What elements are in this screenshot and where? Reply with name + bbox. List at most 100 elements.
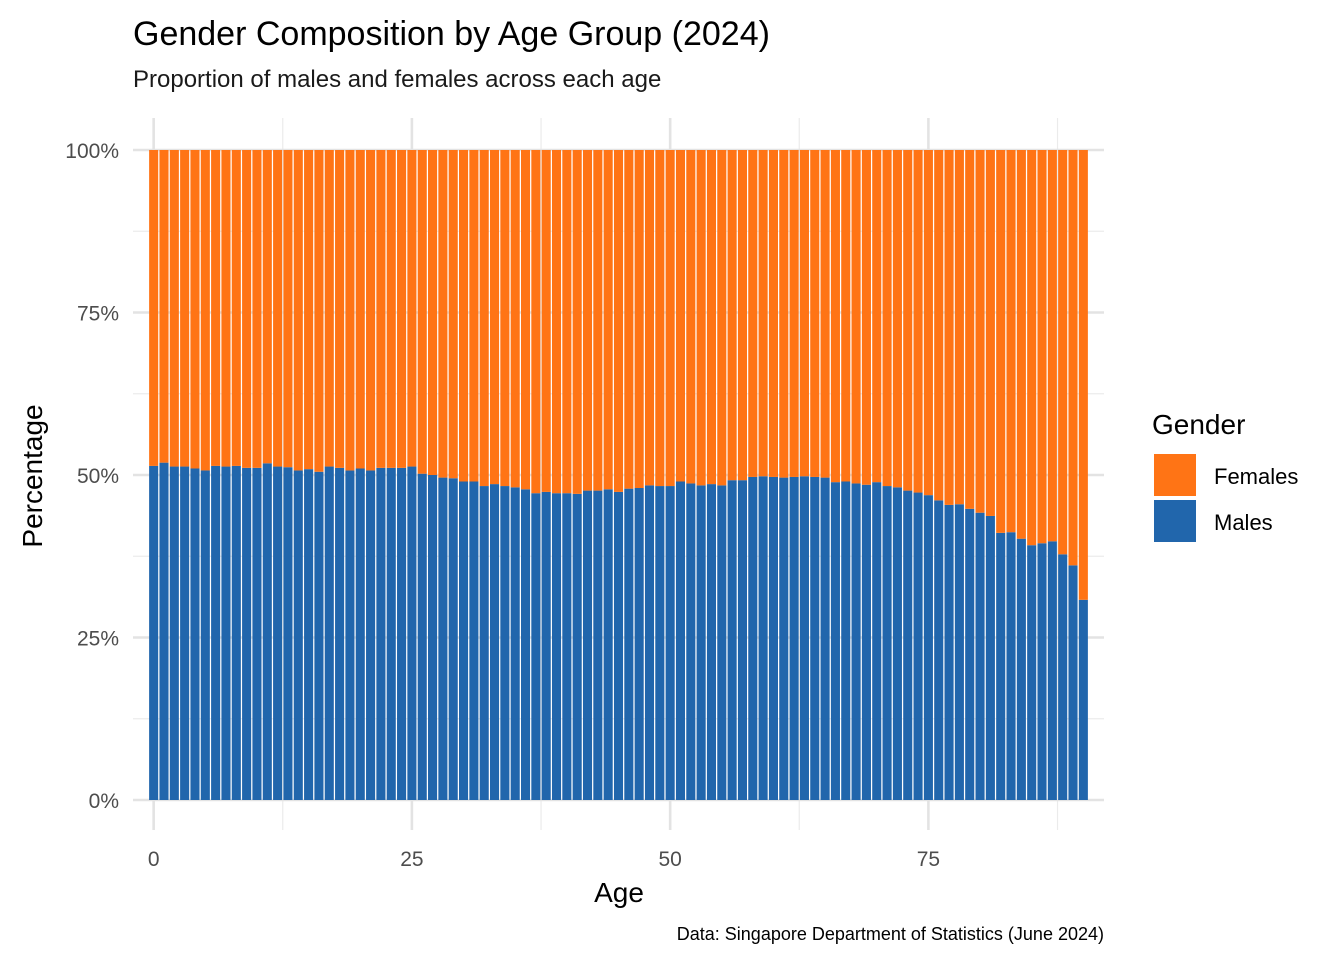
y-tick-label: 50% (77, 465, 119, 488)
y-tick-label: 75% (77, 303, 119, 326)
bar-females (737, 150, 748, 481)
bar-males (324, 466, 334, 800)
bar-males (541, 491, 551, 800)
bar-males (748, 476, 758, 800)
legend-label-females: Females (1214, 464, 1298, 489)
bar-females (304, 150, 314, 470)
bar-males (882, 486, 892, 800)
bar-females (335, 150, 345, 468)
bar-females (1058, 150, 1068, 555)
bar-males (159, 462, 169, 800)
bar-females (965, 150, 975, 509)
bar-females (221, 150, 231, 467)
bar-females (520, 150, 531, 490)
bar-females (882, 150, 892, 487)
legend: Gender Females Males (1152, 409, 1298, 542)
bar-males (1078, 599, 1088, 800)
y-tick-label: 25% (77, 628, 119, 651)
bar-females (262, 150, 272, 464)
bar-females (624, 150, 634, 489)
bar-females (149, 150, 159, 466)
bar-females (830, 150, 840, 483)
bar-females (366, 150, 376, 471)
bar-males (768, 476, 778, 800)
bar-males (520, 489, 531, 800)
bar-females (314, 150, 324, 472)
bar-males (841, 481, 851, 800)
bar-males (500, 486, 510, 800)
x-tick-label: 25 (400, 848, 423, 871)
bar-males (1037, 543, 1047, 800)
bar-females (768, 150, 778, 477)
chart-subtitle: Proportion of males and females across e… (133, 66, 661, 93)
bar-females (985, 150, 995, 516)
bar-males (572, 493, 582, 800)
bar-males (975, 512, 985, 800)
bar-males (221, 466, 231, 800)
x-tick-label: 50 (658, 848, 681, 871)
bar-females (293, 150, 303, 471)
bar-males (355, 468, 365, 800)
bar-females (1006, 150, 1016, 533)
bar-males (655, 486, 665, 800)
bar-males (314, 471, 324, 800)
bar-females (923, 150, 933, 496)
bar-males (180, 466, 190, 800)
bar-females (706, 150, 717, 485)
bars-layer (149, 150, 1088, 800)
bar-females (572, 150, 582, 494)
bar-males (262, 463, 272, 800)
bar-males (624, 488, 634, 800)
bar-females (1016, 150, 1026, 539)
bar-females (675, 150, 686, 482)
bar-males (830, 482, 840, 800)
legend-swatch-males (1154, 500, 1196, 542)
bar-males (283, 467, 293, 800)
bar-males (242, 467, 252, 800)
bar-males (706, 484, 717, 800)
bar-females (459, 150, 469, 482)
bar-females (355, 150, 365, 469)
bar-females (273, 150, 283, 467)
bar-females (593, 150, 603, 491)
bar-females (448, 150, 458, 479)
bar-males (799, 476, 809, 800)
bar-males (211, 465, 221, 800)
bar-males (304, 469, 314, 800)
bar-females (479, 150, 489, 487)
bar-males (273, 466, 283, 800)
bar-females (954, 150, 964, 505)
y-tick-label: 0% (89, 790, 119, 813)
bar-females (727, 150, 737, 481)
bar-females (417, 150, 427, 474)
bar-females (799, 150, 809, 477)
bar-males (965, 508, 975, 800)
bar-females (892, 150, 902, 488)
chart-title: Gender Composition by Age Group (2024) (133, 15, 770, 53)
bar-males (510, 487, 520, 800)
bar-females (975, 150, 985, 513)
bar-males (872, 482, 882, 800)
bar-females (200, 150, 210, 471)
bar-males (1047, 541, 1057, 800)
bar-males (1068, 565, 1078, 800)
bar-females (872, 150, 882, 483)
bar-females (1047, 150, 1057, 542)
bar-males (531, 493, 541, 800)
bar-males (1027, 545, 1037, 800)
bar-females (190, 150, 200, 469)
bar-females (655, 150, 665, 487)
bar-males (489, 484, 500, 800)
bar-females (634, 150, 644, 488)
bar-females (1078, 150, 1088, 600)
bar-males (686, 483, 696, 800)
legend-swatch-females (1154, 454, 1196, 496)
bar-males (397, 467, 407, 800)
bar-females (582, 150, 593, 491)
bar-males (252, 467, 262, 800)
bar-males (149, 465, 159, 800)
bar-males (448, 478, 458, 800)
bar-females (180, 150, 190, 467)
bar-females (665, 150, 675, 487)
